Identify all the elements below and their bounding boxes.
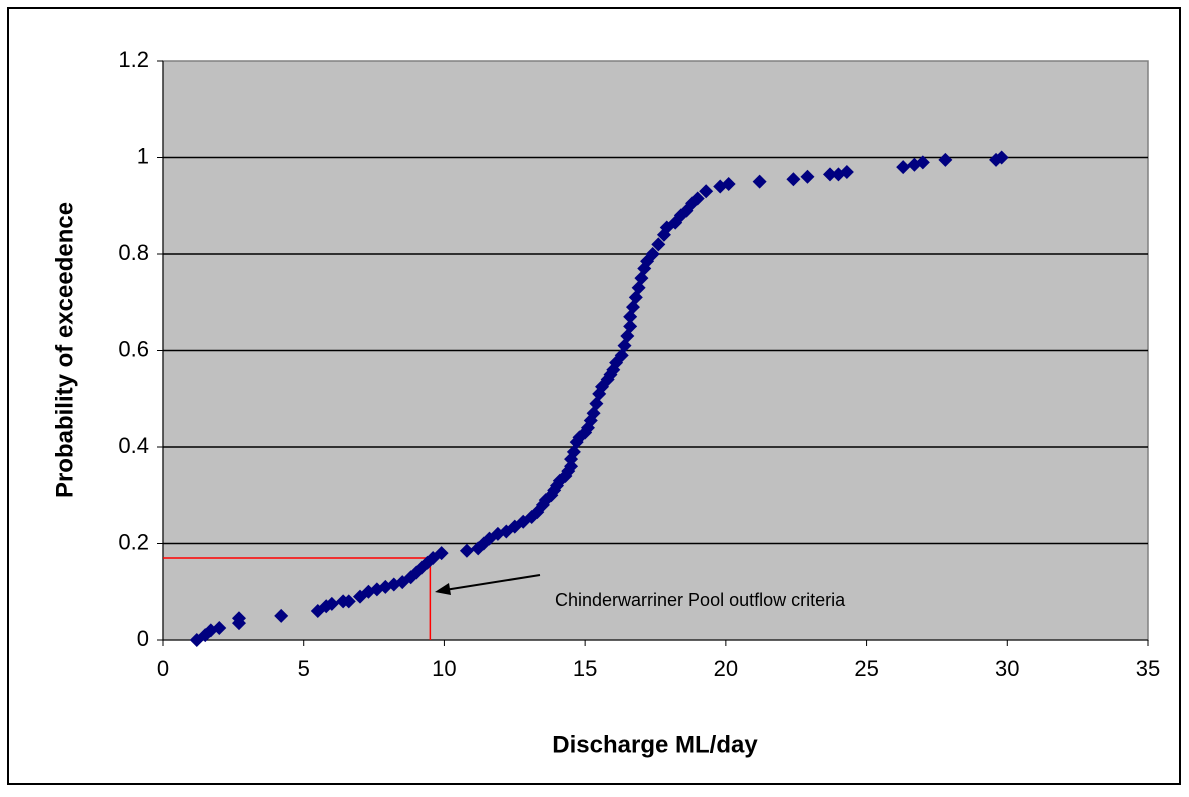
point: [640, 254, 655, 269]
point: [915, 155, 930, 170]
x-tick-label: 20: [714, 656, 738, 681]
point: [459, 543, 474, 558]
y-tick-label: 1.2: [118, 47, 149, 72]
point: [434, 546, 449, 561]
x-tick-label: 5: [298, 656, 310, 681]
point: [938, 152, 953, 167]
point: [786, 172, 801, 187]
point: [994, 150, 1009, 165]
y-tick-label: 0.6: [118, 336, 149, 361]
x-axis-label: Discharge ML/day: [552, 731, 758, 758]
y-tick-label: 0.8: [118, 240, 149, 265]
point: [690, 191, 705, 206]
y-axis-label: Probability of exceedence: [51, 202, 78, 498]
point: [822, 167, 837, 182]
point: [699, 184, 714, 199]
y-tick-label: 0: [137, 626, 149, 651]
x-tick-label: 25: [854, 656, 878, 681]
x-tick-label: 35: [1136, 656, 1160, 681]
y-tick-label: 1: [137, 143, 149, 168]
annotation-text: Chinderwarriner Pool outflow criteria: [555, 590, 846, 610]
y-tick-label: 0.4: [118, 433, 149, 458]
point: [212, 620, 227, 635]
x-tick-label: 30: [995, 656, 1019, 681]
annotation-arrow: [444, 574, 541, 591]
point: [752, 174, 767, 189]
point: [564, 459, 579, 474]
point: [896, 160, 911, 175]
point: [623, 319, 638, 334]
point: [274, 608, 289, 623]
annotation-arrowhead: [435, 583, 451, 595]
point: [645, 247, 660, 261]
point: [651, 237, 666, 252]
point: [721, 177, 736, 192]
x-tick-label: 0: [157, 656, 169, 681]
x-tick-label: 10: [432, 656, 456, 681]
x-tick-label: 15: [573, 656, 597, 681]
point: [839, 164, 854, 179]
point: [341, 594, 356, 609]
point: [324, 596, 339, 611]
y-tick-label: 0.2: [118, 529, 149, 554]
point: [231, 611, 246, 626]
point: [800, 169, 815, 184]
